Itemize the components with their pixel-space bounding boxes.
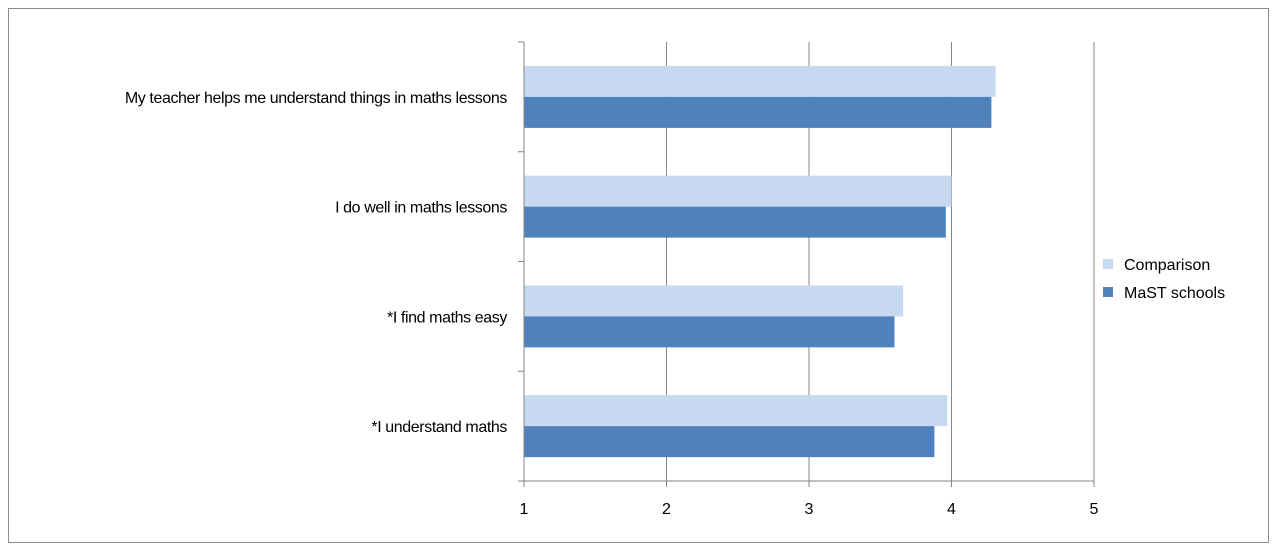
x-tick-label-4: 4 bbox=[947, 501, 956, 518]
legend-swatch-0 bbox=[1103, 259, 1113, 269]
legend-swatch-1 bbox=[1103, 287, 1113, 297]
x-tick-label-2: 2 bbox=[662, 501, 671, 518]
bars bbox=[524, 66, 996, 457]
bar-mast-schools-1 bbox=[524, 207, 946, 238]
x-tick-labels: 1 2 3 4 5 bbox=[520, 501, 1099, 518]
legend-label-0: Comparison bbox=[1124, 257, 1210, 274]
x-tick-label-1: 1 bbox=[520, 501, 529, 518]
category-label-2: *I find maths easy bbox=[387, 309, 507, 326]
category-labels: My teacher helps me understand things in… bbox=[125, 90, 508, 436]
category-label-0: My teacher helps me understand things in… bbox=[125, 90, 508, 107]
category-label-1: I do well in maths lessons bbox=[335, 200, 507, 217]
x-tick-label-3: 3 bbox=[805, 501, 814, 518]
bar-comparison-2 bbox=[524, 285, 903, 316]
bar-mast-schools-0 bbox=[524, 97, 991, 128]
bar-comparison-3 bbox=[524, 395, 947, 426]
bar-mast-schools-2 bbox=[524, 316, 895, 347]
bar-mast-schools-3 bbox=[524, 426, 934, 457]
legend-label-1: MaST schools bbox=[1124, 285, 1225, 302]
legend: Comparison MaST schools bbox=[1103, 257, 1225, 302]
category-label-3: *I understand maths bbox=[371, 419, 507, 436]
bar-comparison-0 bbox=[524, 66, 996, 97]
x-tick-label-5: 5 bbox=[1090, 501, 1099, 518]
bar-comparison-1 bbox=[524, 176, 952, 207]
